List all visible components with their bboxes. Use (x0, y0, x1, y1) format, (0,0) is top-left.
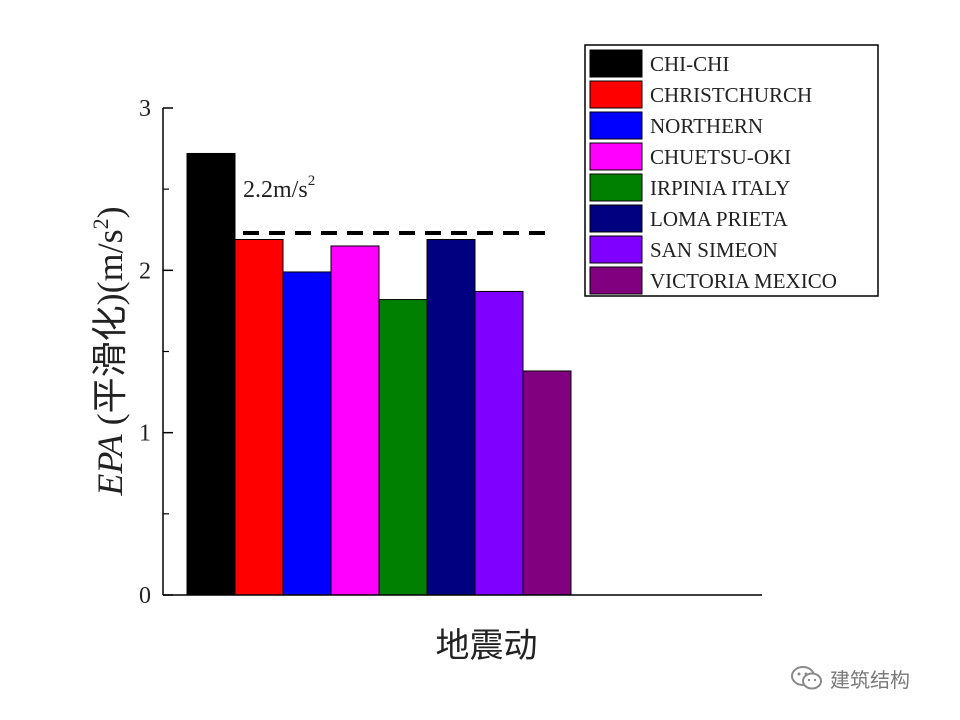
legend-swatch (589, 235, 643, 264)
legend-swatch (589, 80, 643, 109)
legend-swatch (589, 173, 643, 202)
y-axis-label: EPA (平滑化)(m/s2) (88, 206, 130, 496)
legend-entry-chi-chi: CHI-CHI (650, 52, 729, 76)
bar-san-simeon (474, 290, 524, 596)
x-axis-label: 地震动 (436, 626, 538, 666)
y-tick-label-3: 3 (139, 96, 151, 122)
legend-swatch (589, 111, 643, 140)
legend-entry-northern: NORTHERN (650, 114, 763, 138)
bar-northern (282, 271, 332, 596)
bar-loma-prieta (426, 238, 476, 596)
y-tick-label-2: 2 (139, 258, 151, 284)
reference-line-label: 2.2m/s2 (243, 173, 315, 203)
bar-chuetsu-oki (330, 245, 380, 596)
legend-entry-christchurch: CHRISTCHURCH (650, 83, 812, 107)
axes: 0 1 2 3 地震动 EPA (平滑化)(m/s2) (88, 96, 762, 666)
legend-entry-san-simeon: SAN SIMEON (650, 238, 778, 262)
bar-irpinia-italy (378, 299, 428, 596)
y-tick-label-0: 0 (139, 583, 151, 609)
legend-swatch (589, 266, 643, 295)
reference-line-label-sup: 2 (308, 173, 316, 189)
reference-line-group: 2.2m/s2 (243, 173, 551, 235)
bar-victoria-mexico (522, 370, 572, 596)
legend-swatch (589, 49, 643, 78)
bar-chi-chi (186, 152, 236, 596)
bar-christchurch (234, 238, 284, 596)
y-tick-label-1: 1 (139, 421, 151, 447)
watermark: 建筑结构 (790, 660, 950, 696)
legend: CHI-CHI CHRISTCHURCH NORTHERN CHUETSU-OKI IR… (584, 44, 879, 297)
watermark-text: 建筑结构 (830, 667, 910, 692)
legend-swatch (589, 142, 643, 171)
legend-entry-victoria-mexico: VICTORIA MEXICO (650, 269, 837, 293)
wechat-icon (791, 666, 822, 690)
legend-entry-irpinia-italy: IRPINIA ITALY (650, 176, 790, 200)
legend-swatch (589, 204, 643, 233)
bars (186, 152, 572, 596)
legend-entry-chuetsu-oki: CHUETSU-OKI (650, 145, 791, 169)
legend-entry-loma-prieta: LOMA PRIETA (650, 207, 789, 231)
